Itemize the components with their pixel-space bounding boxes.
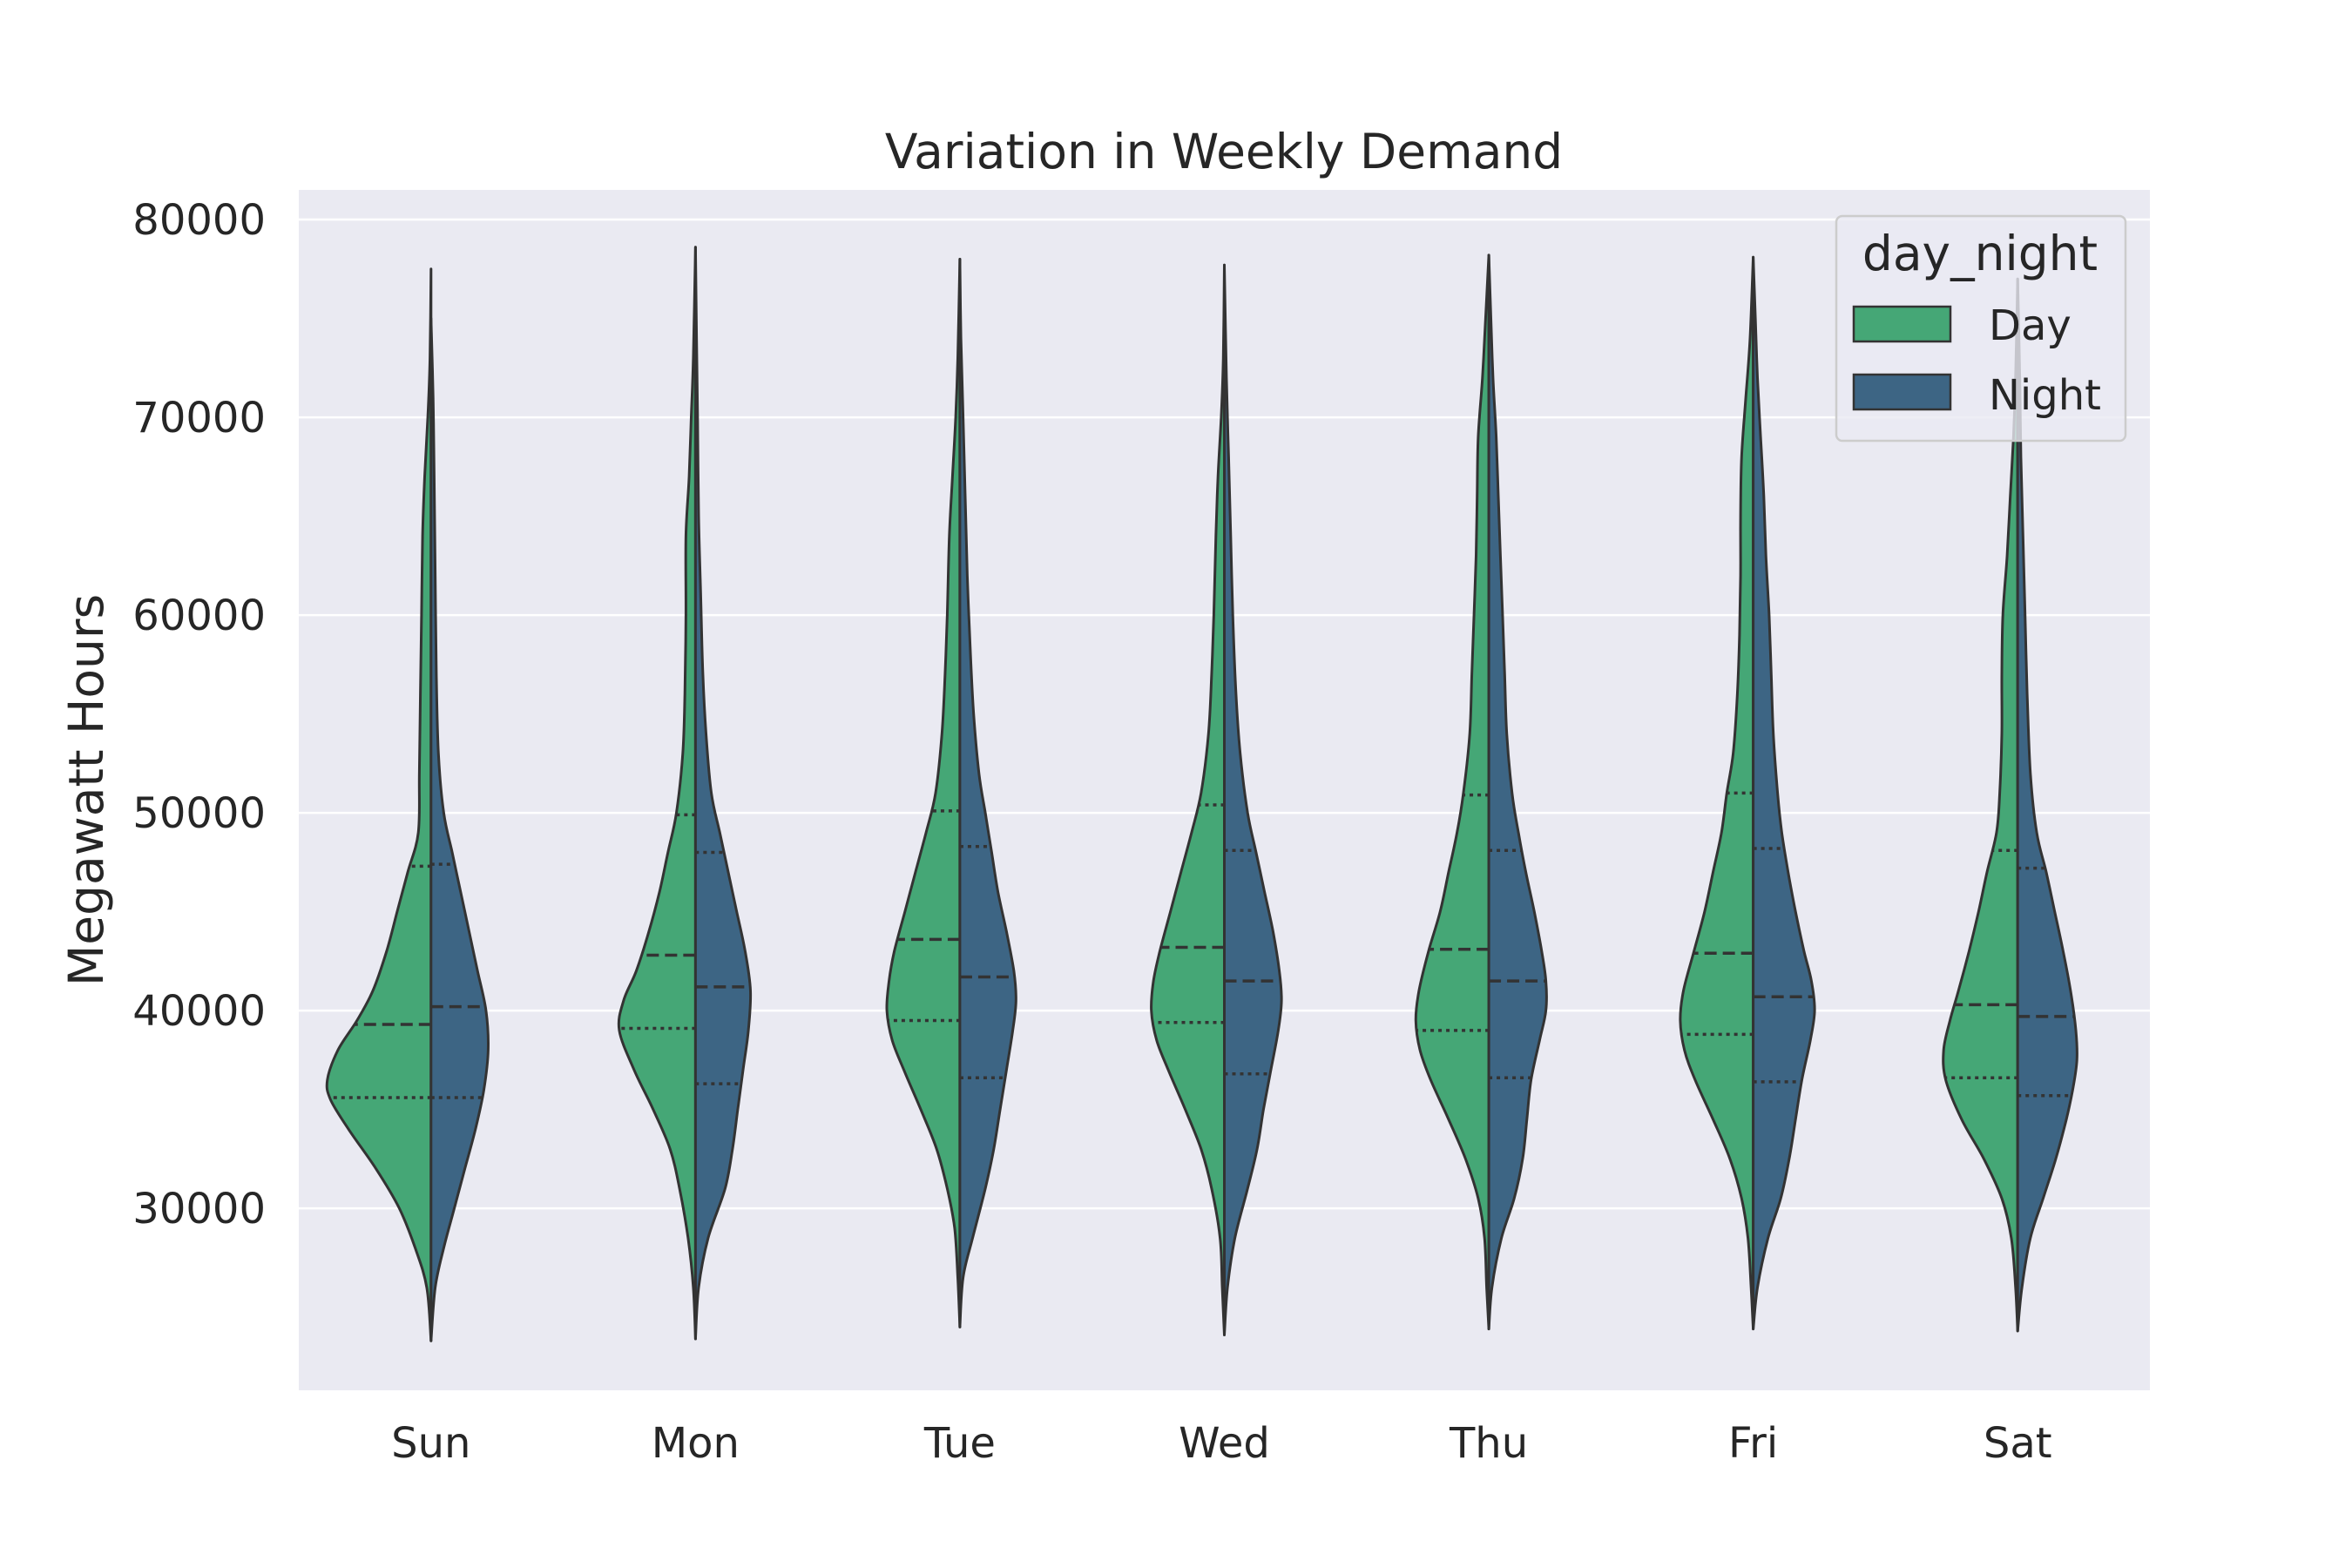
violin-body xyxy=(1150,263,1226,1336)
x-tick-label-mon: Mon xyxy=(652,1419,740,1468)
violin-day-sun xyxy=(325,267,433,1342)
legend-label-day: Day xyxy=(1989,301,2072,350)
x-tick-label-sun: Sun xyxy=(391,1419,470,1468)
violin-day-mon xyxy=(617,246,697,1341)
violin-body xyxy=(885,258,962,1328)
chart-title: Variation in Weekly Demand xyxy=(885,124,1563,179)
x-tick-label-wed: Wed xyxy=(1179,1419,1270,1468)
y-tick-label: 70000 xyxy=(132,394,266,443)
y-tick-label: 50000 xyxy=(132,789,266,838)
x-tick-labels: Sun Mon Tue Wed Thu Fri Sat xyxy=(391,1419,2051,1468)
violin-body xyxy=(617,246,697,1341)
violin-body xyxy=(1487,253,1548,1331)
violin-night-sun xyxy=(429,317,490,1342)
legend: day_night Day Night xyxy=(1835,214,2127,443)
x-tick-label-fri: Fri xyxy=(1728,1419,1778,1468)
violin-day-wed xyxy=(1150,263,1226,1336)
violin-day-tue xyxy=(885,258,962,1328)
violin-day-sat xyxy=(1942,277,2019,1333)
y-tick-label: 30000 xyxy=(132,1185,266,1233)
violin-body xyxy=(1942,277,2019,1333)
violin-day-thu xyxy=(1414,253,1490,1331)
y-tick-label: 40000 xyxy=(132,987,266,1036)
legend-swatch-night xyxy=(1852,373,1952,411)
y-tick-label: 80000 xyxy=(132,196,266,245)
violin-night-mon xyxy=(693,246,753,1341)
violin-body xyxy=(325,267,433,1342)
violin-night-thu xyxy=(1487,253,1548,1331)
x-tick-label-tue: Tue xyxy=(923,1419,996,1468)
legend-label-night: Night xyxy=(1989,371,2101,420)
x-tick-label-thu: Thu xyxy=(1449,1419,1528,1468)
violin-day-fri xyxy=(1679,255,1755,1331)
x-tick-label-sat: Sat xyxy=(1984,1419,2052,1468)
violin-body xyxy=(1223,263,1283,1336)
violin-body xyxy=(1752,255,1816,1331)
violin-night-wed xyxy=(1223,263,1283,1336)
violin-body xyxy=(1414,253,1490,1331)
violin-body xyxy=(2016,277,2078,1333)
violin-body xyxy=(429,317,490,1342)
legend-title: day_night xyxy=(1862,226,2098,281)
violin-body xyxy=(693,246,753,1341)
y-tick-label: 60000 xyxy=(132,591,266,640)
violin-body xyxy=(958,258,1017,1328)
legend-swatch-day xyxy=(1852,305,1952,343)
y-tick-labels: 30000 40000 50000 60000 70000 80000 xyxy=(132,196,266,1233)
violin-night-fri xyxy=(1752,255,1816,1331)
violin-night-sat xyxy=(2016,277,2078,1333)
violin-night-tue xyxy=(958,258,1017,1328)
violins xyxy=(325,246,2078,1342)
y-axis-label: Megawatt Hours xyxy=(58,594,114,986)
violin-body xyxy=(1679,255,1755,1331)
